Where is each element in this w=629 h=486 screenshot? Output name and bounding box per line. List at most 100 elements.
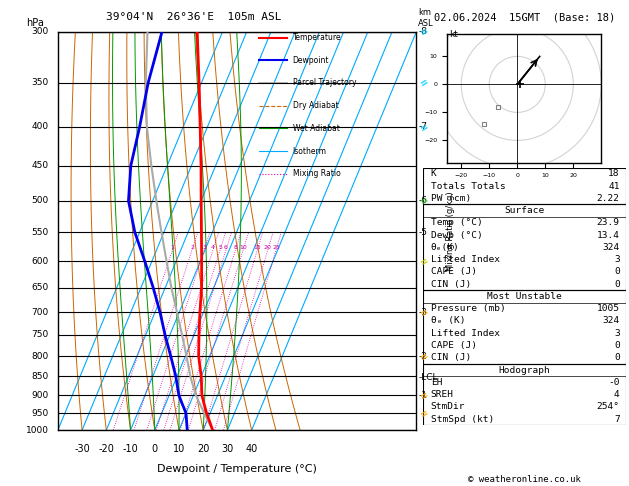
Text: Surface: Surface xyxy=(504,206,544,215)
Text: CIN (J): CIN (J) xyxy=(431,353,471,362)
Text: ≡: ≡ xyxy=(418,350,430,363)
Text: ≡: ≡ xyxy=(418,194,430,207)
Text: 800: 800 xyxy=(31,352,49,361)
Text: 324: 324 xyxy=(603,316,620,326)
Text: CAPE (J): CAPE (J) xyxy=(431,267,477,277)
Text: θₑ (K): θₑ (K) xyxy=(431,316,465,326)
Text: 1: 1 xyxy=(170,245,174,250)
Text: 450: 450 xyxy=(32,161,49,170)
Text: 13.4: 13.4 xyxy=(597,231,620,240)
Text: 5: 5 xyxy=(218,245,222,250)
Text: ≡: ≡ xyxy=(418,121,430,133)
Text: EH: EH xyxy=(431,378,442,387)
Text: Dry Adiabat: Dry Adiabat xyxy=(292,101,338,110)
Text: Mixing Ratio (g/kg): Mixing Ratio (g/kg) xyxy=(447,191,455,271)
Text: 300: 300 xyxy=(31,27,49,36)
Text: 10: 10 xyxy=(239,245,247,250)
Text: 600: 600 xyxy=(31,257,49,265)
Text: Temperature: Temperature xyxy=(292,33,342,42)
Text: -10: -10 xyxy=(123,444,138,454)
Text: 0: 0 xyxy=(614,267,620,277)
Text: ≡: ≡ xyxy=(418,389,430,401)
Bar xyxy=(423,205,626,290)
Text: CIN (J): CIN (J) xyxy=(431,280,471,289)
Text: StmSpd (kt): StmSpd (kt) xyxy=(431,415,494,424)
Text: -5: -5 xyxy=(418,228,427,237)
Text: Wet Adiabat: Wet Adiabat xyxy=(292,124,340,133)
Text: -6: -6 xyxy=(418,196,427,205)
Text: Dewp (°C): Dewp (°C) xyxy=(431,231,482,240)
Text: -2: -2 xyxy=(418,352,427,361)
Text: 254°: 254° xyxy=(597,402,620,411)
Text: K: K xyxy=(431,169,437,178)
Text: ≡: ≡ xyxy=(418,25,430,38)
Text: 650: 650 xyxy=(31,283,49,292)
Text: Isotherm: Isotherm xyxy=(292,147,326,156)
Text: Lifted Index: Lifted Index xyxy=(431,255,500,264)
Text: 750: 750 xyxy=(31,330,49,339)
Text: 900: 900 xyxy=(31,391,49,400)
Text: -3: -3 xyxy=(418,308,427,316)
Text: Totals Totals: Totals Totals xyxy=(431,182,506,191)
Text: CAPE (J): CAPE (J) xyxy=(431,341,477,350)
Text: 0: 0 xyxy=(152,444,158,454)
Text: 3: 3 xyxy=(614,255,620,264)
Text: 23.9: 23.9 xyxy=(597,218,620,227)
Text: 40: 40 xyxy=(245,444,258,454)
Text: 3: 3 xyxy=(202,245,206,250)
Bar xyxy=(423,168,626,205)
Text: SREH: SREH xyxy=(431,390,454,399)
Text: 1000: 1000 xyxy=(26,426,49,434)
Text: 850: 850 xyxy=(31,372,49,381)
Text: km
ASL: km ASL xyxy=(418,8,434,28)
Text: 700: 700 xyxy=(31,308,49,316)
Bar xyxy=(423,290,626,364)
Text: hPa: hPa xyxy=(26,17,43,28)
Text: Most Unstable: Most Unstable xyxy=(487,292,562,301)
Bar xyxy=(423,364,626,425)
Text: 550: 550 xyxy=(31,228,49,237)
Text: 41: 41 xyxy=(608,182,620,191)
Text: ≡: ≡ xyxy=(418,76,430,89)
Text: 0: 0 xyxy=(614,353,620,362)
Text: 0: 0 xyxy=(614,280,620,289)
Text: 20: 20 xyxy=(197,444,209,454)
Text: 18: 18 xyxy=(608,169,620,178)
Text: Temp (°C): Temp (°C) xyxy=(431,218,482,227)
Text: 39°04'N  26°36'E  105m ASL: 39°04'N 26°36'E 105m ASL xyxy=(106,12,282,21)
Text: 500: 500 xyxy=(31,196,49,205)
Text: ≡: ≡ xyxy=(418,306,430,318)
Text: 3: 3 xyxy=(614,329,620,338)
Text: 8: 8 xyxy=(233,245,238,250)
Text: Hodograph: Hodograph xyxy=(498,365,550,375)
Text: ≡: ≡ xyxy=(418,255,430,267)
Text: 25: 25 xyxy=(272,245,280,250)
Text: 1005: 1005 xyxy=(597,304,620,313)
Text: -LCL: -LCL xyxy=(418,373,438,382)
Text: -30: -30 xyxy=(74,444,90,454)
Text: © weatheronline.co.uk: © weatheronline.co.uk xyxy=(468,474,581,484)
Text: 6: 6 xyxy=(224,245,228,250)
Text: 4: 4 xyxy=(614,390,620,399)
Text: 30: 30 xyxy=(221,444,233,454)
Text: 7: 7 xyxy=(614,415,620,424)
Text: 20: 20 xyxy=(264,245,272,250)
Text: 350: 350 xyxy=(31,78,49,87)
Text: Pressure (mb): Pressure (mb) xyxy=(431,304,506,313)
Text: -1: -1 xyxy=(418,391,427,400)
Text: 324: 324 xyxy=(603,243,620,252)
Text: Parcel Trajectory: Parcel Trajectory xyxy=(292,79,356,87)
Text: kt: kt xyxy=(448,30,457,39)
Text: PW (cm): PW (cm) xyxy=(431,194,471,203)
Text: -7: -7 xyxy=(418,122,427,131)
Text: StmDir: StmDir xyxy=(431,402,465,411)
Text: 10: 10 xyxy=(173,444,185,454)
Text: 4: 4 xyxy=(211,245,215,250)
Text: Lifted Index: Lifted Index xyxy=(431,329,500,338)
Text: ≡: ≡ xyxy=(418,407,430,419)
Text: -8: -8 xyxy=(418,27,427,36)
Text: 15: 15 xyxy=(253,245,261,250)
Text: Dewpoint: Dewpoint xyxy=(292,56,329,65)
Text: -0: -0 xyxy=(608,378,620,387)
Text: 2: 2 xyxy=(190,245,194,250)
